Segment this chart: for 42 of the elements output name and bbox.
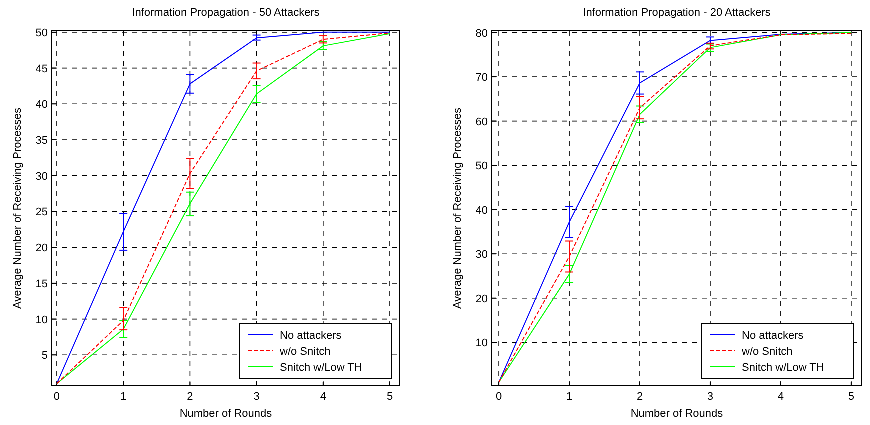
y-tick-label: 30	[476, 249, 488, 262]
chart-title: Information Propagation - 20 Attackers	[583, 7, 772, 19]
x-tick-label: 2	[187, 391, 194, 403]
x-tick-label: 2	[636, 391, 644, 403]
y-tick-label: 45	[36, 63, 48, 76]
legend-label: w/o Snitch	[741, 346, 793, 358]
y-tick-label: 5	[42, 350, 48, 362]
x-tick-label: 3	[254, 391, 260, 403]
legend-label: Snitch w/Low TH	[280, 362, 362, 374]
y-tick-label: 70	[476, 72, 488, 84]
y-tick-label: 80	[476, 28, 488, 40]
y-tick-label: 25	[36, 206, 48, 219]
y-tick-label: 15	[36, 278, 48, 290]
x-tick-label: 4	[320, 391, 326, 403]
y-tick-label: 40	[476, 204, 488, 217]
chart-title: Information Propagation - 50 Attackers	[132, 7, 320, 19]
y-tick-label: 60	[476, 116, 488, 128]
legend-label: No attackers	[742, 330, 804, 342]
y-tick-label: 35	[36, 135, 48, 148]
y-tick-label: 50	[476, 160, 488, 173]
legend-label: No attackers	[280, 330, 342, 342]
y-tick-label: 50	[36, 27, 48, 40]
x-tick-label: 0	[54, 391, 60, 403]
x-tick-label: 5	[848, 391, 854, 403]
y-tick-label: 30	[36, 170, 48, 183]
y-tick-label: 20	[36, 242, 48, 255]
y-tick-label: 40	[36, 99, 48, 112]
x-tick-label: 1	[566, 391, 573, 403]
y-tick-label: 10	[36, 314, 48, 326]
x-tick-label: 5	[386, 391, 394, 403]
legend-label: w/o Snitch	[279, 346, 331, 358]
x-axis-title: Number of Rounds	[180, 408, 273, 420]
x-tick-label: 3	[707, 391, 714, 403]
y-tick-label: 20	[476, 293, 488, 306]
x-axis-title: Number of Rounds	[630, 408, 724, 420]
legend-label: Snitch w/Low TH	[742, 362, 824, 374]
x-tick-label: 1	[120, 391, 127, 403]
x-tick-label: 0	[496, 391, 502, 403]
y-axis-title: Average Number of Receiving Processes	[452, 108, 464, 309]
x-tick-label: 4	[778, 391, 784, 403]
y-tick-label: 10	[476, 338, 488, 350]
y-axis-title: Average Number of Receiving Processes	[12, 108, 24, 309]
